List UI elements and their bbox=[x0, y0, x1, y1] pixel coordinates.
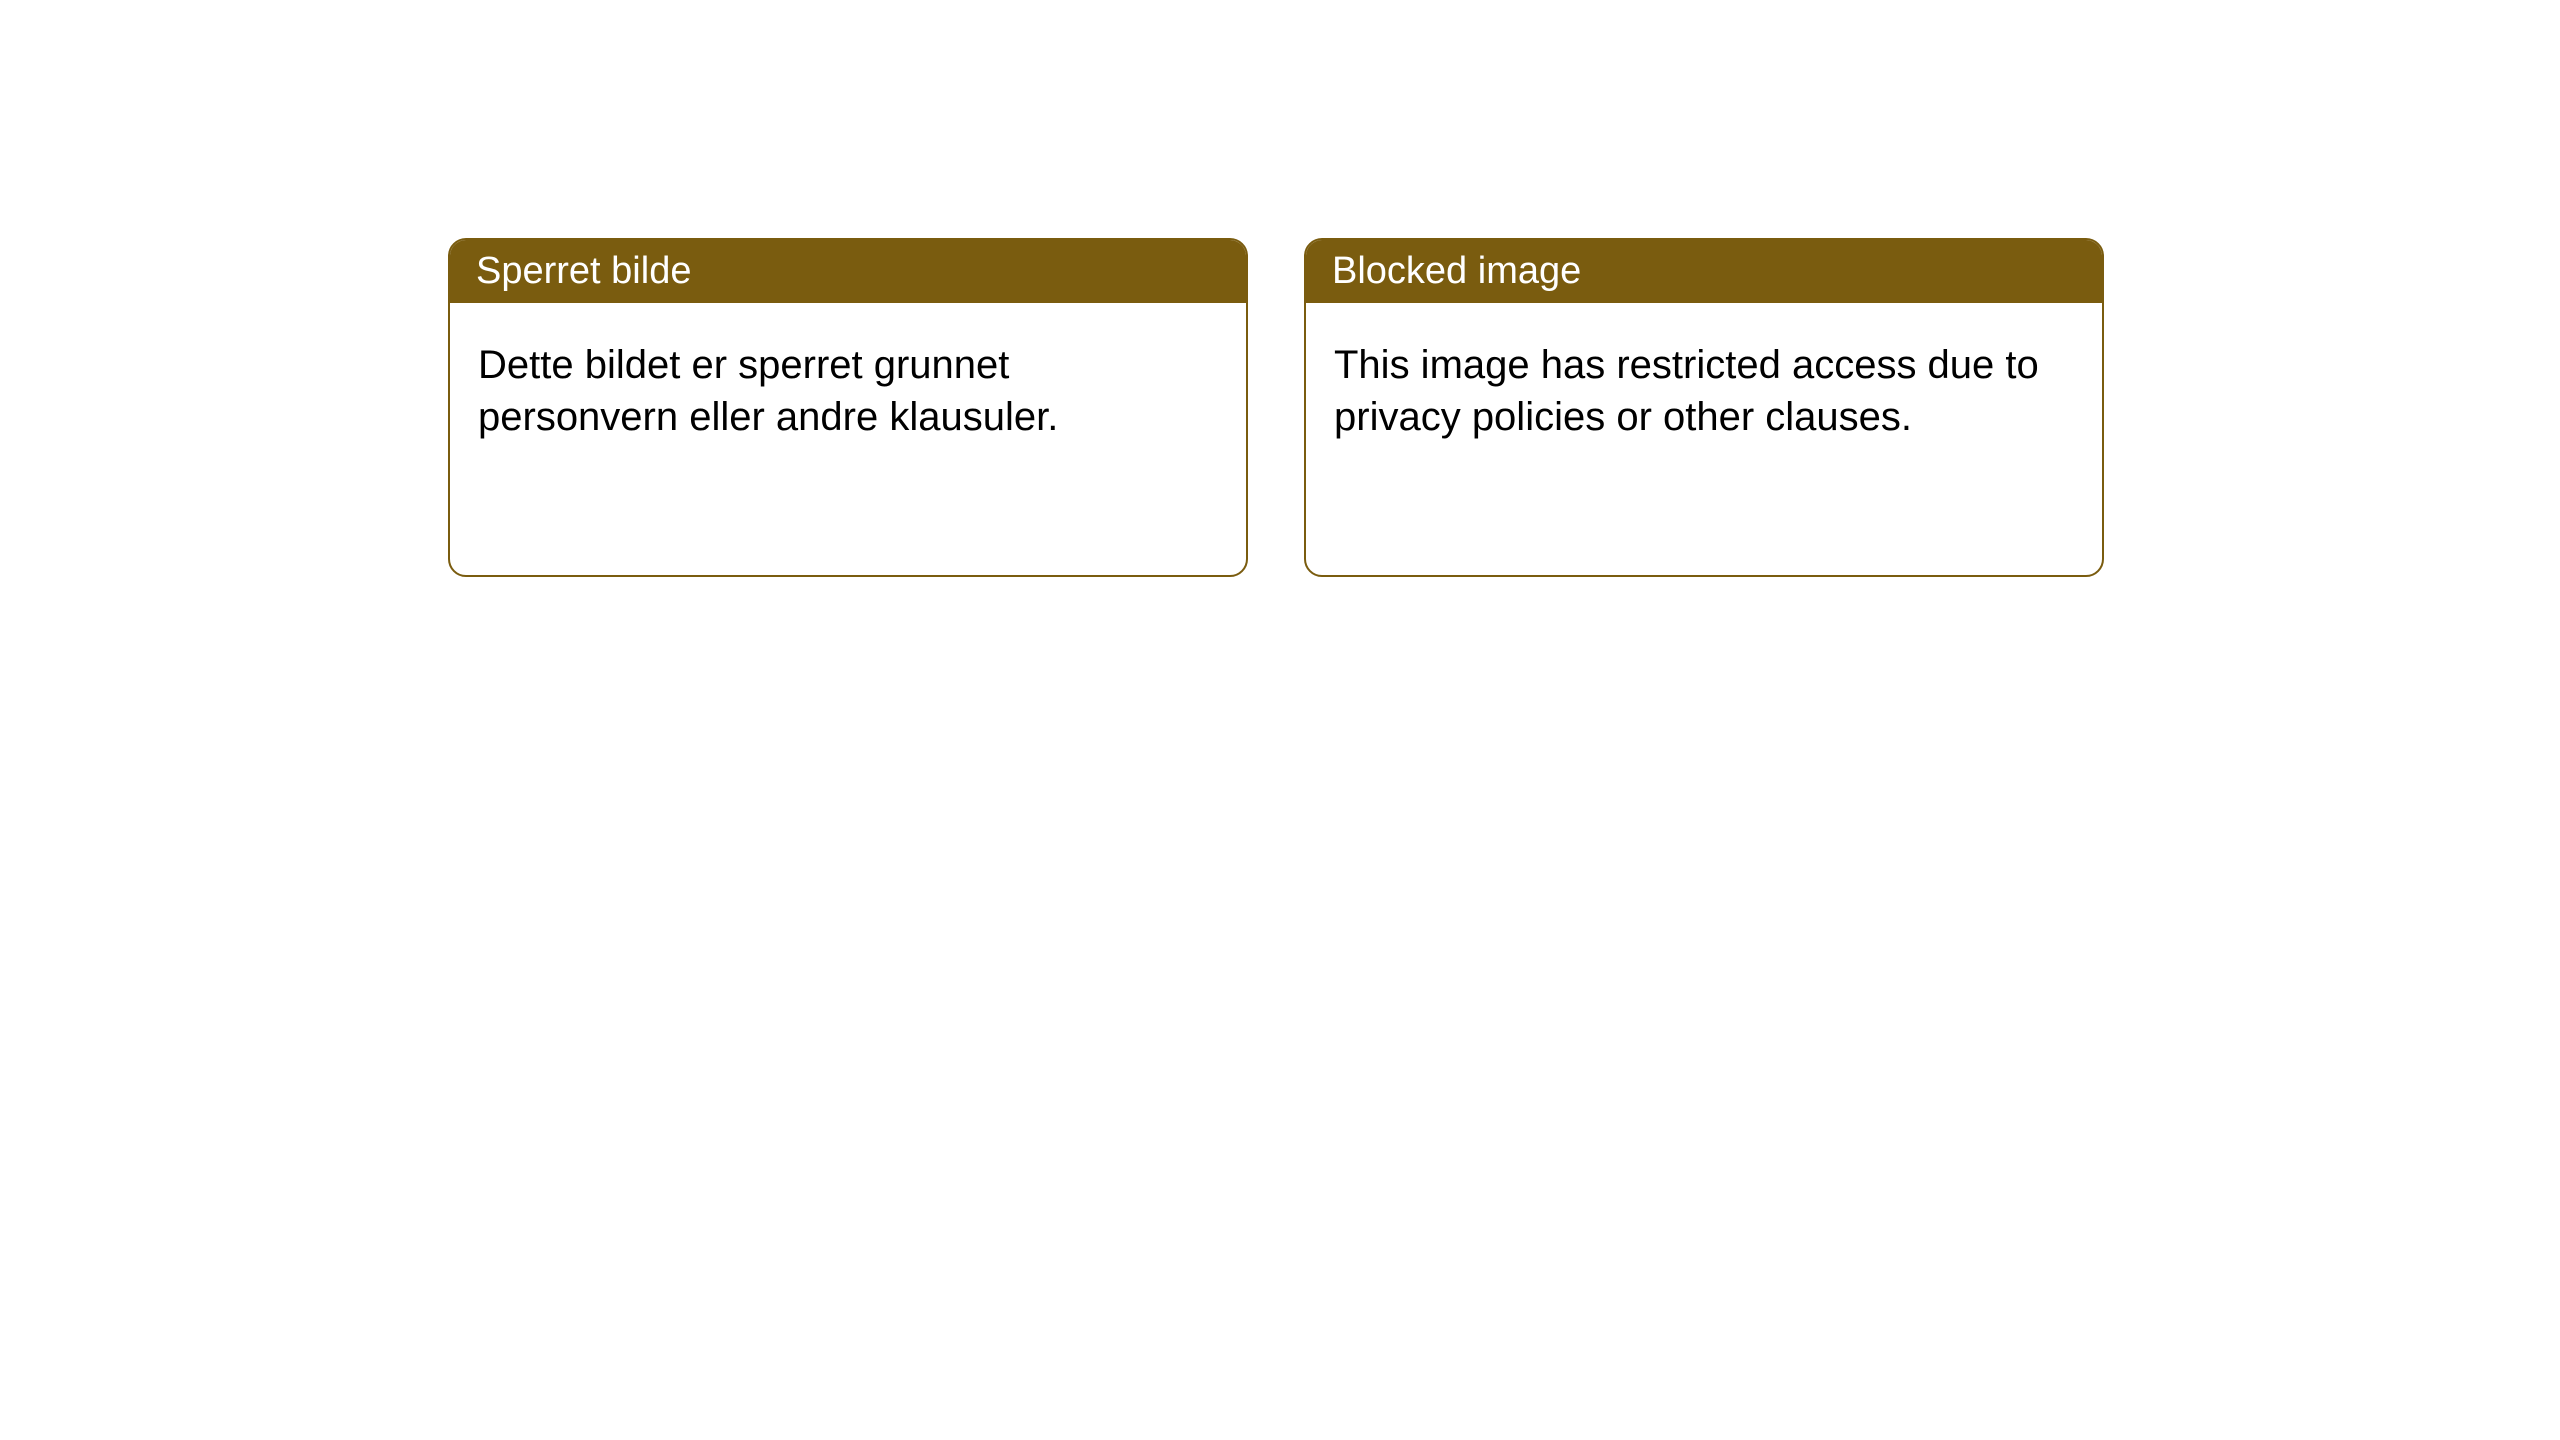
notice-body-norwegian: Dette bildet er sperret grunnet personve… bbox=[450, 303, 1246, 575]
notice-container: Sperret bilde Dette bildet er sperret gr… bbox=[448, 238, 2104, 577]
notice-header-norwegian: Sperret bilde bbox=[450, 240, 1246, 303]
notice-card-norwegian: Sperret bilde Dette bildet er sperret gr… bbox=[448, 238, 1248, 577]
notice-header-english: Blocked image bbox=[1306, 240, 2102, 303]
notice-body-english: This image has restricted access due to … bbox=[1306, 303, 2102, 575]
notice-card-english: Blocked image This image has restricted … bbox=[1304, 238, 2104, 577]
